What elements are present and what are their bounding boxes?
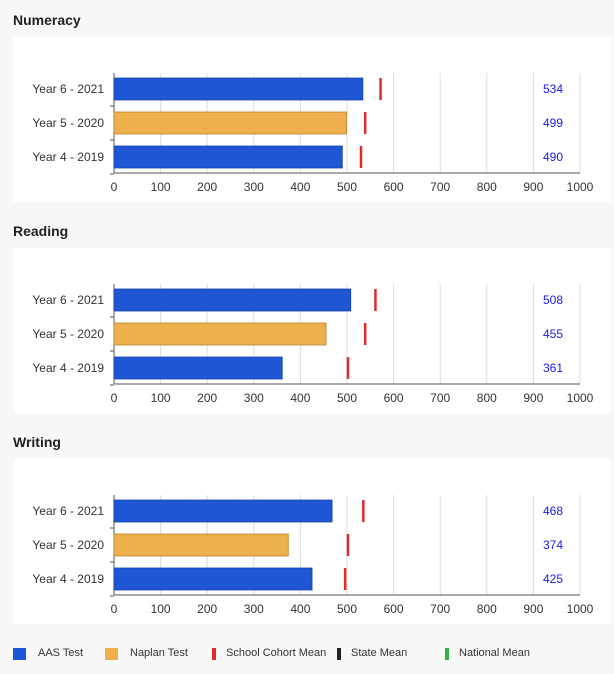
chart-card: 0 100 200 300 400 500 600 700 800 900 1000 Year 6 -…: [13, 459, 611, 624]
category-label: Year 5 - 2020: [32, 327, 104, 341]
category-label: Year 4 - 2019: [32, 572, 104, 586]
x-tick-label: 700: [430, 602, 450, 616]
chart-title: Numeracy: [13, 12, 81, 28]
x-tick-label: 800: [477, 602, 497, 616]
x-tick-label: 200: [197, 602, 217, 616]
legend-label: AAS Test: [38, 647, 84, 659]
x-tick-label: 800: [477, 391, 497, 405]
value-label: 374: [543, 538, 563, 552]
category-label: Year 6 - 2021: [32, 82, 104, 96]
value-label: 508: [543, 293, 563, 307]
x-tick-label: 0: [111, 602, 118, 616]
bar[interactable]: [113, 567, 313, 591]
legend-label: School Cohort Mean: [226, 647, 327, 659]
category-label: Year 5 - 2020: [32, 116, 104, 130]
x-tick-label: 300: [244, 180, 264, 194]
chart-title: Reading: [13, 223, 69, 239]
x-tick-label: 300: [244, 391, 264, 405]
chart-section-1: Reading 0 100 200 300 400 500 600 700 800 900 1000 Y…: [0, 223, 614, 423]
x-tick-label: 400: [290, 391, 310, 405]
bar[interactable]: [113, 499, 333, 523]
x-tick-label: 900: [523, 391, 543, 405]
category-label: Year 4 - 2019: [32, 361, 104, 375]
legend-tick: [337, 648, 341, 660]
x-tick-label: 200: [197, 391, 217, 405]
value-label: 455: [543, 327, 563, 341]
x-tick-label: 100: [151, 180, 171, 194]
bar[interactable]: [113, 356, 283, 380]
category-label: Year 6 - 2021: [32, 504, 104, 518]
x-tick-label: 700: [430, 180, 450, 194]
chart-title: Writing: [13, 434, 61, 450]
bar-chart: 0 100 200 300 400 500 600 700 800 900 1000 Year 6 -…: [32, 284, 594, 405]
x-tick-label: 500: [337, 391, 357, 405]
bar[interactable]: [113, 111, 347, 135]
legend-swatch: [13, 648, 26, 660]
x-tick-label: 500: [337, 180, 357, 194]
bar[interactable]: [113, 77, 364, 101]
bar-chart: 0 100 200 300 400 500 600 700 800 900 1000 Year 6 -…: [32, 73, 594, 194]
bar[interactable]: [113, 145, 343, 169]
x-tick-label: 600: [384, 602, 404, 616]
value-label: 468: [543, 504, 563, 518]
x-tick-label: 600: [384, 180, 404, 194]
value-label: 534: [543, 82, 563, 96]
bar-chart: 0 100 200 300 400 500 600 700 800 900 1000 Year 6 -…: [32, 495, 594, 616]
x-tick-label: 0: [111, 391, 118, 405]
x-tick-label: 100: [151, 602, 171, 616]
x-tick-label: 100: [151, 391, 171, 405]
legend-label: National Mean: [459, 647, 530, 659]
category-label: Year 6 - 2021: [32, 293, 104, 307]
x-tick-label: 1000: [567, 602, 594, 616]
value-label: 425: [543, 572, 563, 586]
chart-legend: AAS Test Naplan Test School Cohort Mean Sta…: [0, 644, 614, 664]
legend-tick: [212, 648, 216, 660]
x-tick-label: 300: [244, 602, 264, 616]
legend-tick: [445, 648, 449, 660]
bar[interactable]: [113, 533, 289, 557]
chart-section-0: Numeracy 0 100 200 300 400 500 600 700 800 900 1000…: [0, 12, 614, 212]
value-label: 499: [543, 116, 563, 130]
bar[interactable]: [113, 322, 327, 346]
legend-label: State Mean: [351, 647, 408, 659]
x-tick-label: 500: [337, 602, 357, 616]
legend-label: Naplan Test: [130, 647, 188, 659]
x-tick-label: 400: [290, 180, 310, 194]
category-label: Year 5 - 2020: [32, 538, 104, 552]
chart-card: 0 100 200 300 400 500 600 700 800 900 1000 Year 6 -…: [13, 248, 611, 413]
legend-swatch: [105, 648, 118, 660]
x-tick-label: 700: [430, 391, 450, 405]
x-tick-label: 1000: [567, 391, 594, 405]
x-tick-label: 400: [290, 602, 310, 616]
x-tick-label: 900: [523, 180, 543, 194]
x-tick-label: 200: [197, 180, 217, 194]
chart-card: 0 100 200 300 400 500 600 700 800 900 1000 Year 6 -…: [13, 37, 611, 202]
x-tick-label: 900: [523, 602, 543, 616]
x-tick-label: 800: [477, 180, 497, 194]
category-label: Year 4 - 2019: [32, 150, 104, 164]
value-label: 490: [543, 150, 563, 164]
x-tick-label: 600: [384, 391, 404, 405]
x-tick-label: 1000: [567, 180, 594, 194]
chart-section-2: Writing 0 100 200 300 400 500 600 700 800 900 1000 Y…: [0, 434, 614, 634]
x-tick-label: 0: [111, 180, 118, 194]
bar[interactable]: [113, 288, 352, 312]
value-label: 361: [543, 361, 563, 375]
